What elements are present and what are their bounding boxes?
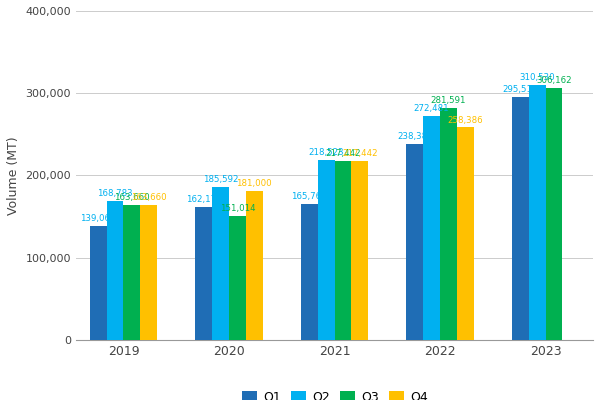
Text: 185,592: 185,592	[203, 176, 238, 184]
Text: 168,783: 168,783	[97, 189, 133, 198]
Bar	[423, 116, 440, 340]
Text: 162,170: 162,170	[186, 195, 221, 204]
Text: 272,481: 272,481	[414, 104, 449, 113]
Bar	[317, 160, 335, 340]
Bar	[512, 97, 529, 340]
Text: 281,591: 281,591	[431, 96, 466, 106]
Text: 151,014: 151,014	[220, 204, 255, 213]
Text: 163,660: 163,660	[114, 194, 150, 202]
Bar	[545, 88, 562, 340]
Text: 217,442: 217,442	[325, 149, 361, 158]
Bar	[406, 144, 423, 340]
Text: 295,518: 295,518	[502, 85, 538, 94]
Text: 181,000: 181,000	[236, 179, 272, 188]
Bar	[246, 191, 263, 340]
Text: 258,386: 258,386	[448, 116, 483, 124]
Bar	[457, 128, 474, 340]
Text: 218,523: 218,523	[308, 148, 344, 157]
Y-axis label: Volume (MT): Volume (MT)	[7, 136, 20, 215]
Bar	[212, 187, 229, 340]
Bar	[195, 206, 212, 340]
Bar	[352, 161, 368, 340]
Bar	[301, 204, 317, 340]
Bar	[140, 205, 157, 340]
Bar	[124, 205, 140, 340]
Bar	[90, 226, 107, 340]
Text: 217,442: 217,442	[342, 149, 377, 158]
Text: 163,660: 163,660	[131, 194, 167, 202]
Text: 306,162: 306,162	[536, 76, 572, 85]
Bar	[335, 161, 352, 340]
Legend: Q1, Q2, Q3, Q4: Q1, Q2, Q3, Q4	[236, 386, 433, 400]
Text: 139,060: 139,060	[80, 214, 116, 223]
Text: 310,530: 310,530	[520, 73, 555, 82]
Text: 165,768: 165,768	[292, 192, 327, 201]
Bar	[529, 84, 545, 340]
Bar	[107, 201, 124, 340]
Bar	[440, 108, 457, 340]
Bar	[229, 216, 246, 340]
Text: 238,386: 238,386	[397, 132, 433, 141]
